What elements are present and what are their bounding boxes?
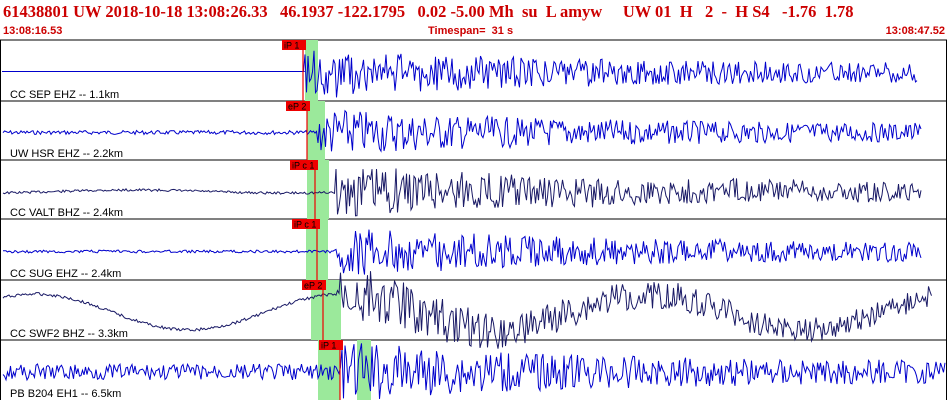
waveform-trace bbox=[2, 271, 932, 349]
waveform-trace bbox=[2, 50, 918, 98]
waveform-trace bbox=[2, 109, 922, 153]
trace-panel[interactable]: iP 1 PB B204 EH1 -- 6.5km bbox=[2, 340, 946, 400]
pick-window-band bbox=[357, 340, 371, 400]
pick-label-box[interactable] bbox=[292, 219, 320, 229]
pick-label: iP 1 bbox=[321, 341, 336, 351]
event-title: 61438801 UW 2018-10-18 13:08:26.33 46.19… bbox=[3, 2, 854, 21]
station-label: CC VALT BHZ -- 2.4km bbox=[10, 207, 123, 219]
station-label: CC SEP EHZ -- 1.1km bbox=[10, 89, 119, 101]
pick-window-band bbox=[318, 340, 340, 400]
pick-window-band bbox=[305, 40, 318, 101]
pick-label-box[interactable] bbox=[282, 40, 306, 50]
pick-label-box[interactable] bbox=[302, 280, 326, 290]
waveform-header: 61438801 UW 2018-10-18 13:08:26.33 46.19… bbox=[0, 0, 947, 40]
station-label: UW HSR EHZ -- 2.2km bbox=[10, 148, 123, 160]
trace-panel[interactable]: iP c 1 CC VALT BHZ -- 2.4km bbox=[2, 160, 922, 219]
trace-panel[interactable]: iP c 1 CC SUG EHZ -- 2.4km bbox=[3, 219, 922, 280]
station-label: CC SWF2 BHZ -- 3.3km bbox=[10, 328, 128, 340]
timespan: Timespan= 31 s bbox=[428, 25, 514, 37]
pick-label: iP 1 bbox=[284, 41, 299, 51]
pick-label-box[interactable] bbox=[319, 340, 343, 350]
pick-label-box[interactable] bbox=[290, 160, 318, 170]
pick-label: iP c 1 bbox=[294, 220, 316, 230]
trace-panel[interactable]: iP 1 CC SEP EHZ -- 1.1km bbox=[2, 40, 918, 101]
station-label: PB B204 EH1 -- 6.5km bbox=[10, 388, 121, 400]
waveform-trace bbox=[2, 168, 922, 217]
waveform-trace bbox=[2, 343, 946, 399]
waveform-trace bbox=[3, 229, 922, 275]
pick-label: iP c 1 bbox=[292, 161, 314, 171]
station-label: CC SUG EHZ -- 2.4km bbox=[10, 268, 121, 280]
end-time: 13:08:47.52 bbox=[885, 25, 945, 37]
start-time: 13:08:16.53 bbox=[3, 25, 63, 37]
pick-label: eP 2 bbox=[304, 281, 322, 291]
trace-panel[interactable]: eP 2 CC SWF2 BHZ -- 3.3km bbox=[2, 271, 932, 349]
pick-label-box[interactable] bbox=[286, 101, 310, 111]
pick-window-band bbox=[307, 160, 329, 219]
trace-panel[interactable]: eP 2 UW HSR EHZ -- 2.2km bbox=[2, 101, 922, 160]
pick-label: eP 2 bbox=[288, 102, 306, 112]
